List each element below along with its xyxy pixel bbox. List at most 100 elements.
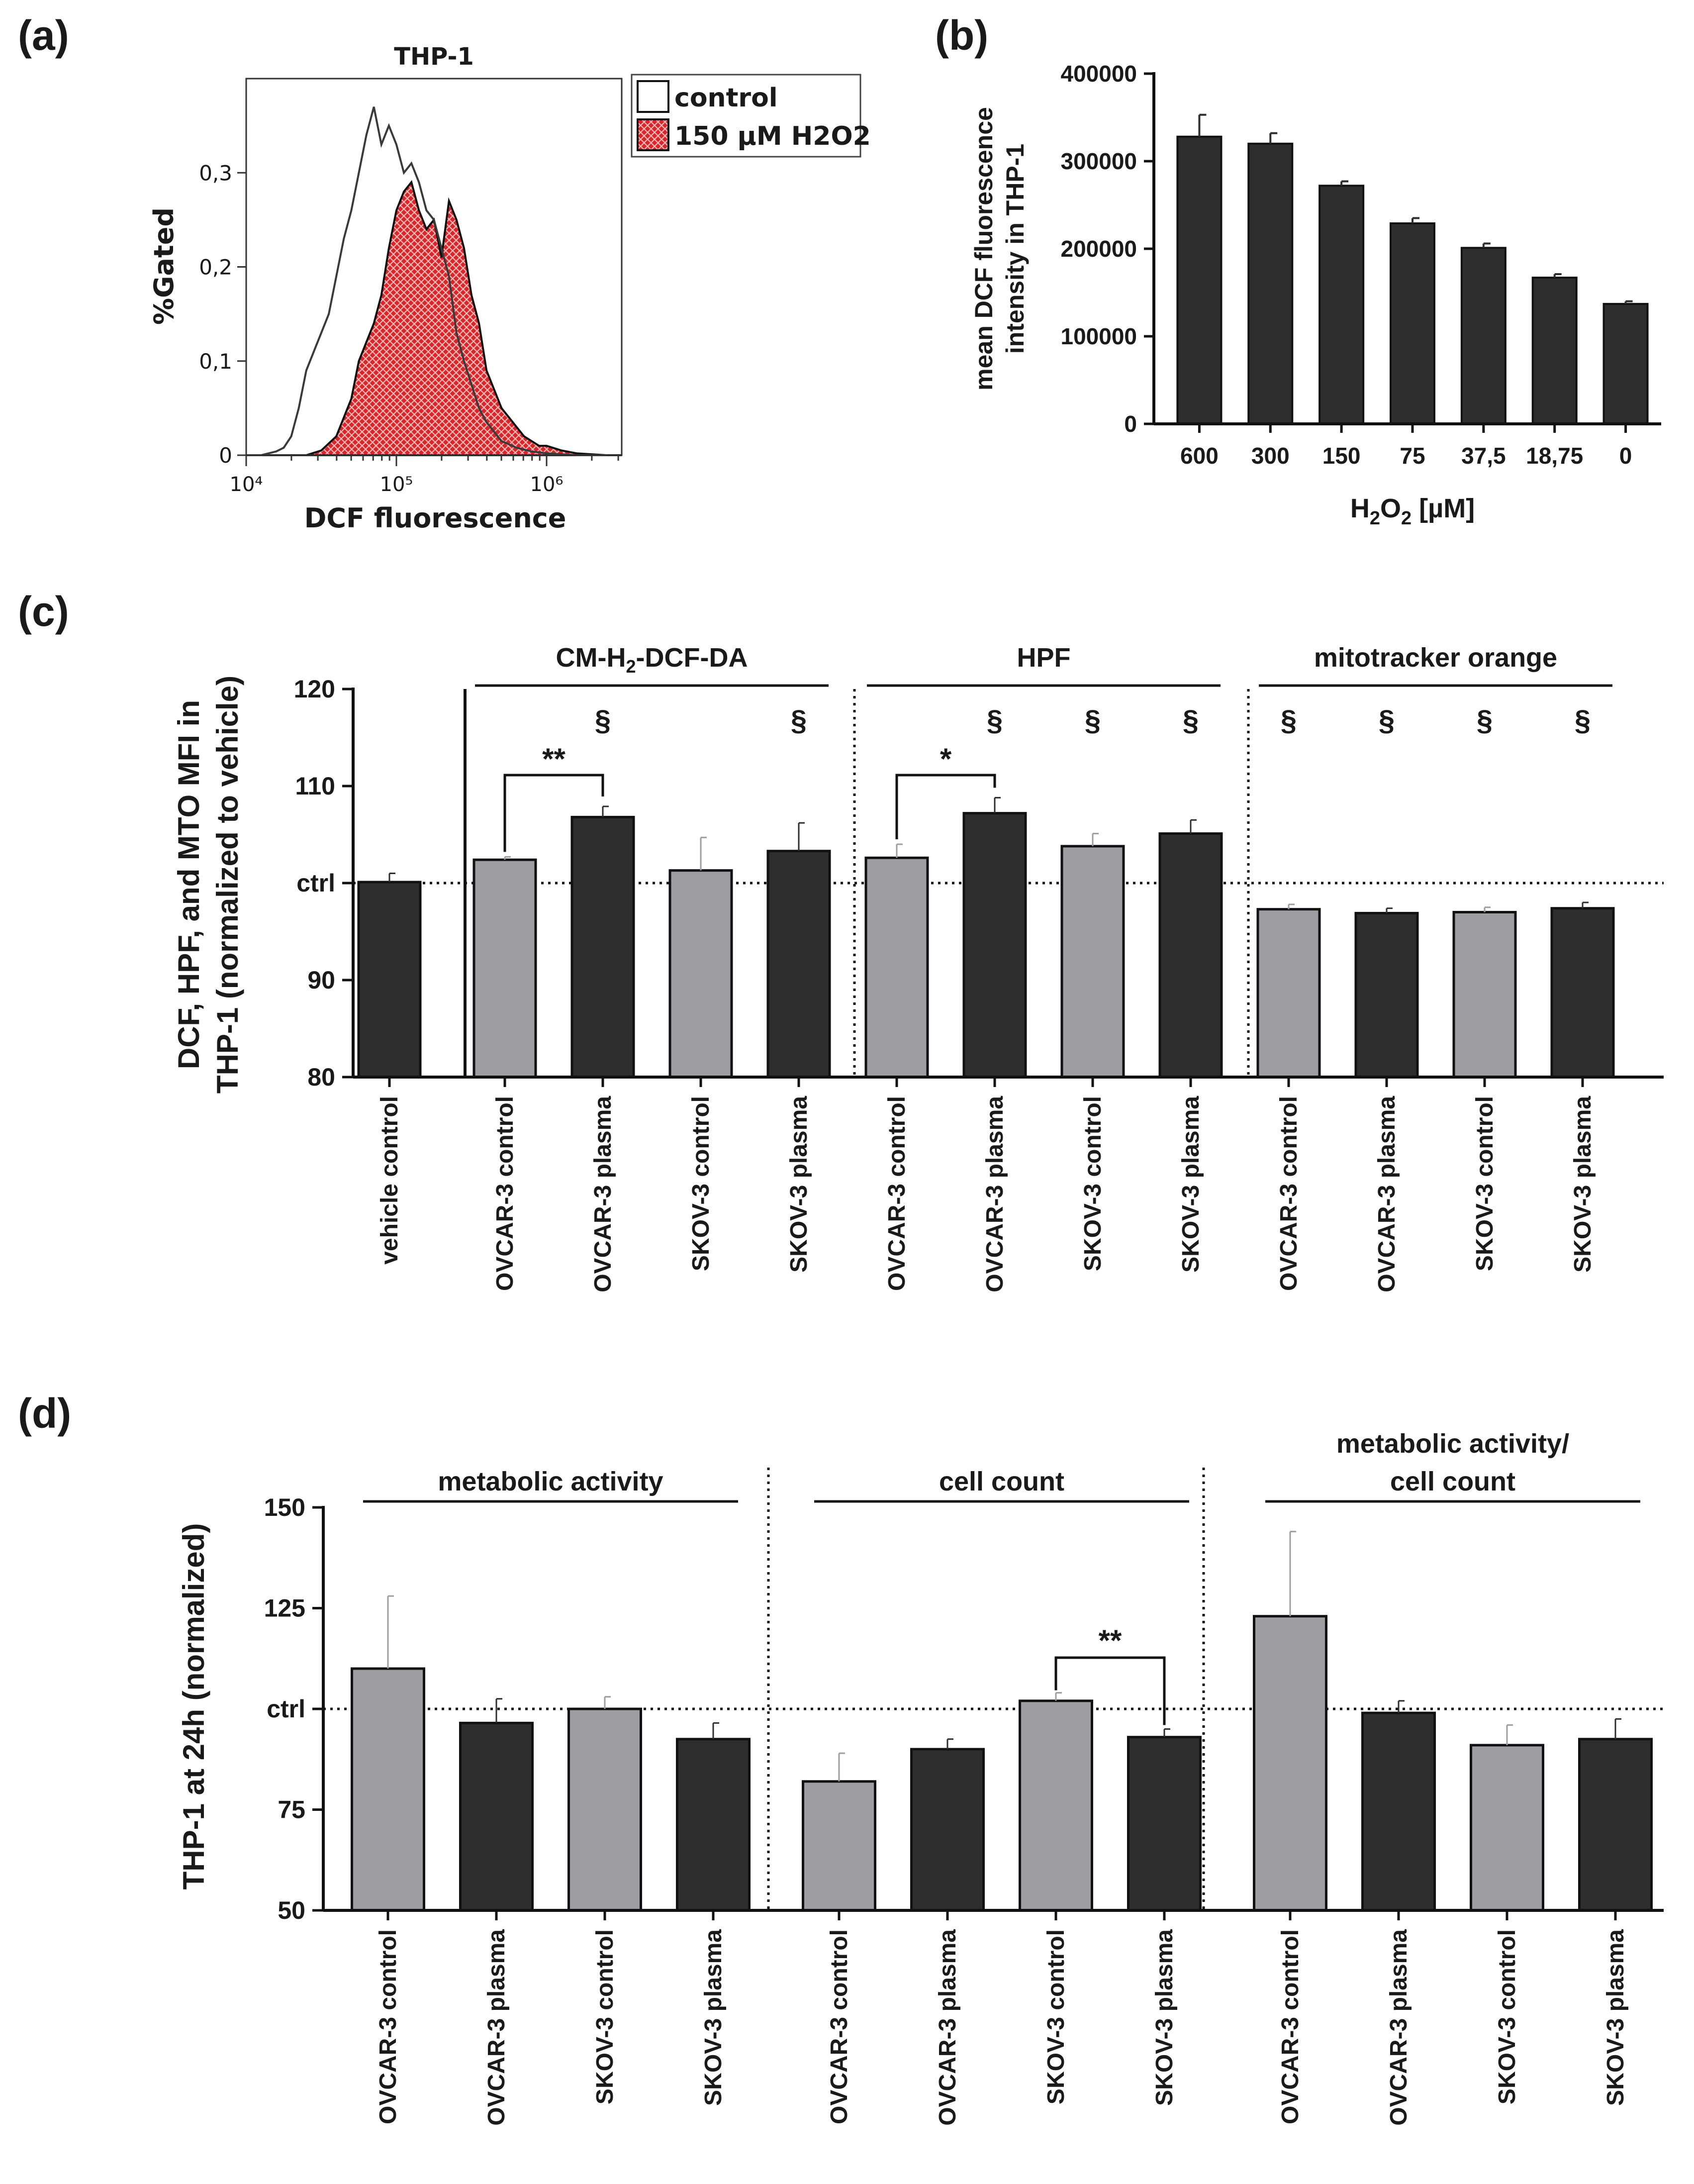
legend-swatch-control <box>637 80 669 113</box>
y-tick-label: 400000 <box>1061 61 1137 87</box>
y-axis-label-line1: DCF, HPF, and MTO MFI in <box>172 700 205 1069</box>
y-axis-label: THP-1 at 24h (normalized) <box>177 1523 210 1890</box>
significance-section-mark: § <box>987 704 1003 737</box>
x-tick-label: SKOV-3 plasma <box>1178 1096 1204 1273</box>
x-tick-label: OVCAR-3 plasma <box>483 1929 510 2126</box>
bar <box>357 881 422 1079</box>
bar <box>668 869 733 1079</box>
legend-swatch-h2o2 <box>637 118 669 151</box>
x-tick-label: OVCAR-3 plasma <box>1386 1929 1412 2126</box>
bar <box>1460 247 1506 425</box>
legend-label-h2o2: 150 µM H2O2 <box>674 121 871 151</box>
x-tick-label: SKOV-3 plasma <box>700 1929 727 2106</box>
significance-label: * <box>940 742 952 776</box>
x-tick-label: OVCAR-3 control <box>1277 1929 1304 2124</box>
significance-bracket <box>1054 1656 1166 1725</box>
y-tick-label: 100000 <box>1061 323 1137 349</box>
bar <box>1578 1738 1653 1912</box>
x-tick-label: SKOV-3 control <box>1043 1929 1069 2104</box>
bar <box>1253 1615 1327 1912</box>
group-label: metabolic activity <box>438 1467 663 1496</box>
group-label-sub: 2 <box>626 656 636 677</box>
x-tick-label: SKOV-3 control <box>1472 1096 1498 1271</box>
y-axis-label-line2: THP-1 (normalized to vehicle) <box>211 676 244 1093</box>
group-label-main: mitotracker orange <box>1314 643 1557 673</box>
bar <box>351 1667 425 1912</box>
group-label-line1: metabolic activity/ <box>1336 1429 1569 1459</box>
y-tick-label: 125 <box>264 1594 305 1622</box>
group-label-line2: cell count <box>1390 1467 1515 1496</box>
panel-a-histogram: 0 0,1 0,2 0,3 10⁴ 10⁵ 10⁶ THP-1 DCF fluorescence… <box>148 43 871 534</box>
y-tick-label: 90 <box>307 966 335 994</box>
bar <box>962 812 1027 1079</box>
group-label-main: HPF <box>1017 643 1071 673</box>
y-tick-label: ctrl <box>296 869 335 897</box>
bar <box>1060 845 1125 1079</box>
bar <box>1602 302 1649 425</box>
significance-section-mark: § <box>1575 704 1591 737</box>
bar <box>459 1721 534 1912</box>
x-tick-label: OVCAR-3 plasma <box>1374 1096 1400 1292</box>
panel-b-bar-chart: 600 300 150 75 37,5 18,75 0 0 100000 200000 300000… <box>970 61 1661 529</box>
legend: control 150 µM H2O2 <box>631 74 871 158</box>
x-tick-label: 75 <box>1400 443 1425 469</box>
group-label: CM-H2-DCF-DA <box>556 643 748 677</box>
panel-label-2: (c) <box>18 588 69 635</box>
x-tick-label: 300 <box>1251 443 1290 469</box>
x-tick-label: SKOV-3 plasma <box>1151 1929 1178 2106</box>
significance-label: ** <box>1099 1624 1122 1657</box>
x-tick-label: OVCAR-3 control <box>826 1929 852 2124</box>
x-tick-label: 10⁶ <box>530 473 564 496</box>
series-control-histogram <box>246 106 607 456</box>
x-tick-label: SKOV-3 plasma <box>786 1096 812 1273</box>
bar <box>1247 142 1294 425</box>
x-tick-label: vehicle control <box>376 1096 403 1265</box>
group-label-main: CM-H <box>556 643 626 673</box>
group-label: cell count <box>939 1467 1064 1496</box>
bar <box>1550 907 1615 1079</box>
x-axis-label-part: [µM] <box>1412 494 1475 523</box>
x-tick-label: OVCAR-3 control <box>375 1929 401 2124</box>
x-tick-label: 600 <box>1180 443 1219 469</box>
x-tick-label: OVCAR-3 control <box>1276 1096 1302 1291</box>
legend-label-control: control <box>674 83 778 113</box>
y-tick-label: 0,3 <box>199 161 232 185</box>
bar <box>1256 908 1321 1079</box>
bar <box>567 1707 642 1912</box>
chart-title: THP-1 <box>394 43 474 71</box>
bar <box>1470 1744 1544 1912</box>
x-tick-label: SKOV-3 control <box>688 1096 714 1271</box>
significance-label: ** <box>542 742 565 776</box>
x-tick-label: 37,5 <box>1461 443 1506 469</box>
x-tick-label: OVCAR-3 plasma <box>982 1096 1008 1292</box>
bar <box>766 850 831 1079</box>
x-axis-label-part: H <box>1350 494 1370 523</box>
group-label: mitotracker orange <box>1314 643 1557 673</box>
y-axis-label: %Gated <box>148 207 180 325</box>
significance-section-mark: § <box>1183 704 1199 737</box>
y-tick-label: 80 <box>307 1063 335 1091</box>
panel-d-bar-chart: OVCAR-3 control OVCAR-3 plasma SKOV-3 cont… <box>177 1429 1664 2126</box>
group-label: HPF <box>1017 643 1071 673</box>
x-tick-label: 18,75 <box>1526 443 1583 469</box>
bar <box>910 1748 985 1912</box>
significance-bracket <box>503 774 604 852</box>
x-tick-label: 0 <box>1619 443 1632 469</box>
panel-label-0: (a) <box>18 12 69 59</box>
y-tick-label: ctrl <box>267 1695 305 1723</box>
x-tick-label: 10⁴ <box>230 473 263 496</box>
y-tick-label: 0 <box>219 443 232 468</box>
bar <box>1390 222 1435 425</box>
x-tick-label: OVCAR-3 plasma <box>590 1096 616 1292</box>
bar <box>676 1738 751 1912</box>
x-axis-label: H2O2 [µM] <box>1350 494 1475 529</box>
bar <box>1019 1699 1093 1912</box>
group-label-tail: -DCF-DA <box>636 643 748 673</box>
x-tick-label: 10⁵ <box>380 473 413 496</box>
x-axis-label-part: O <box>1380 494 1401 523</box>
significance-section-mark: § <box>791 704 807 737</box>
x-tick-label: SKOV-3 control <box>1080 1096 1106 1271</box>
legend-box <box>631 74 861 158</box>
bar <box>1158 832 1223 1079</box>
